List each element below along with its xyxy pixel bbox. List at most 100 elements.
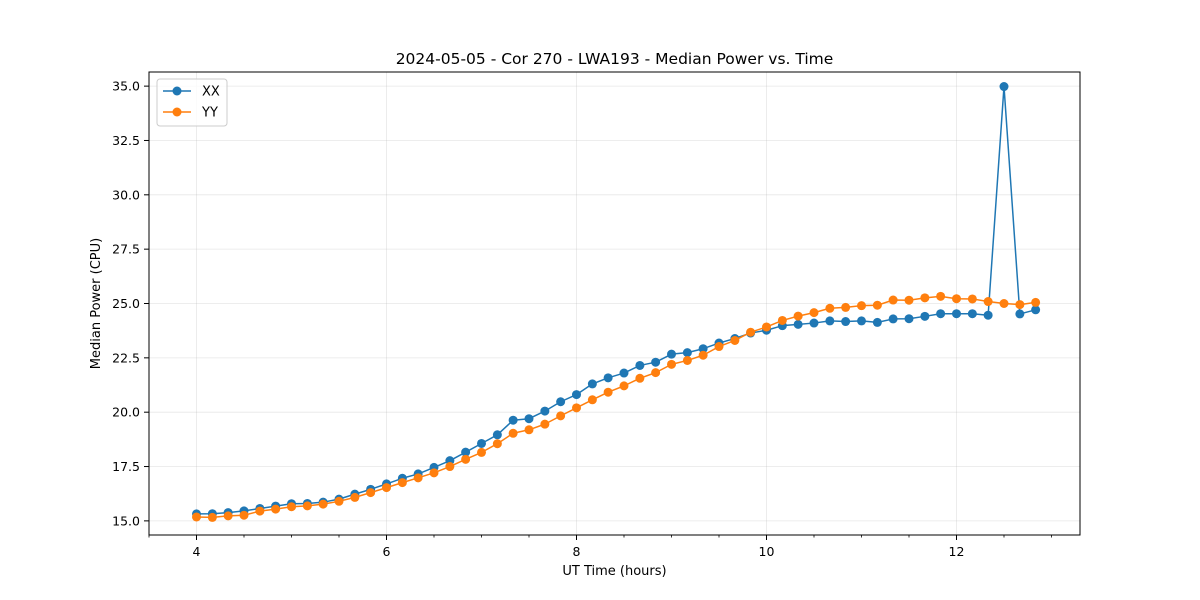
data-point-yy	[682, 355, 692, 365]
data-point-xx	[587, 379, 597, 389]
data-point-xx	[461, 447, 471, 457]
data-point-xx	[872, 317, 882, 327]
data-point-yy	[1015, 300, 1025, 310]
data-point-xx	[682, 348, 692, 358]
data-point-yy	[572, 403, 581, 413]
data-point-xx	[698, 344, 708, 354]
y-tick-label: 15.0	[112, 513, 140, 528]
data-point-yy	[952, 294, 961, 304]
data-point-yy	[698, 350, 708, 360]
legend-label: XX	[202, 85, 220, 100]
data-point-xx	[1015, 309, 1025, 319]
data-point-yy	[477, 447, 486, 457]
data-point-yy	[271, 504, 281, 514]
x-tick-label: 12	[949, 544, 965, 559]
data-point-yy	[429, 468, 439, 478]
data-point-xx	[1031, 305, 1041, 315]
data-point-yy	[587, 395, 597, 405]
data-point-yy	[635, 373, 645, 383]
data-point-xx	[809, 318, 819, 328]
y-tick-label: 35.0	[112, 79, 140, 94]
y-tick-label: 27.5	[112, 242, 140, 257]
data-point-yy	[382, 483, 391, 493]
data-point-xx	[492, 430, 502, 440]
y-tick-label: 30.0	[112, 187, 140, 202]
legend-swatch-marker	[172, 86, 182, 96]
legend-label: YY	[201, 106, 218, 121]
data-point-xx	[556, 397, 566, 407]
legend: XX YY	[156, 78, 228, 127]
data-point-yy	[255, 506, 265, 516]
data-point-yy	[651, 368, 661, 378]
data-point-yy	[809, 308, 819, 318]
data-point-yy	[619, 381, 629, 391]
data-point-yy	[777, 315, 787, 325]
data-point-yy	[888, 295, 898, 305]
y-tick-label: 20.0	[112, 405, 140, 420]
data-point-yy	[334, 496, 344, 506]
data-point-yy	[857, 301, 866, 311]
data-point-yy	[983, 297, 993, 307]
data-point-xx	[540, 406, 550, 416]
data-point-xx	[999, 82, 1009, 92]
data-point-yy	[872, 300, 882, 310]
data-point-yy	[556, 411, 566, 421]
data-point-xx	[888, 314, 898, 324]
data-point-xx	[619, 368, 629, 378]
y-tick-label: 17.5	[112, 459, 140, 474]
data-point-yy	[603, 387, 613, 397]
x-tick-label: 8	[573, 544, 581, 559]
data-point-yy	[223, 511, 233, 521]
data-point-yy	[841, 302, 851, 312]
data-point-yy	[397, 478, 407, 488]
x-axis-label: UT Time (hours)	[562, 564, 666, 579]
data-point-yy	[461, 454, 471, 464]
legend-swatch-marker	[172, 107, 182, 117]
data-point-xx	[603, 373, 613, 383]
chart-title: 2024-05-05 - Cor 270 - LWA193 - Median P…	[396, 50, 834, 68]
data-point-xx	[952, 309, 961, 319]
data-point-yy	[413, 473, 423, 483]
data-point-yy	[207, 512, 217, 522]
data-point-xx	[572, 390, 581, 400]
data-point-yy	[936, 291, 946, 301]
data-point-xx	[524, 414, 534, 424]
data-point-yy	[540, 419, 550, 429]
data-point-yy	[793, 311, 803, 321]
data-point-yy	[524, 425, 534, 435]
data-point-yy	[1031, 297, 1041, 307]
data-point-yy	[239, 510, 249, 520]
data-point-yy	[714, 342, 724, 352]
data-point-yy	[445, 462, 455, 472]
data-point-xx	[793, 319, 803, 329]
data-point-xx	[904, 314, 914, 324]
data-point-yy	[825, 303, 835, 313]
data-point-xx	[920, 311, 930, 321]
data-point-yy	[730, 335, 740, 345]
data-point-yy	[746, 327, 756, 337]
data-point-xx	[667, 349, 676, 359]
data-point-xx	[508, 415, 518, 425]
data-point-xx	[967, 309, 977, 319]
data-point-yy	[999, 299, 1009, 308]
data-point-yy	[508, 428, 518, 438]
x-tick-label: 4	[193, 544, 201, 559]
data-point-yy	[904, 295, 914, 305]
data-point-xx	[635, 360, 645, 370]
data-point-xx	[841, 317, 851, 327]
data-point-yy	[920, 293, 930, 303]
data-point-yy	[192, 512, 201, 522]
data-point-yy	[667, 359, 676, 369]
y-tick-label: 32.5	[112, 133, 140, 148]
data-point-xx	[477, 438, 486, 448]
data-point-yy	[762, 322, 771, 332]
data-point-yy	[350, 492, 360, 502]
data-point-xx	[857, 316, 866, 326]
grid	[149, 72, 1080, 535]
x-tick-label: 10	[759, 544, 775, 559]
data-point-xx	[983, 310, 993, 320]
y-tick-label: 22.5	[112, 350, 140, 365]
data-point-yy	[287, 502, 296, 512]
data-point-yy	[492, 439, 502, 449]
